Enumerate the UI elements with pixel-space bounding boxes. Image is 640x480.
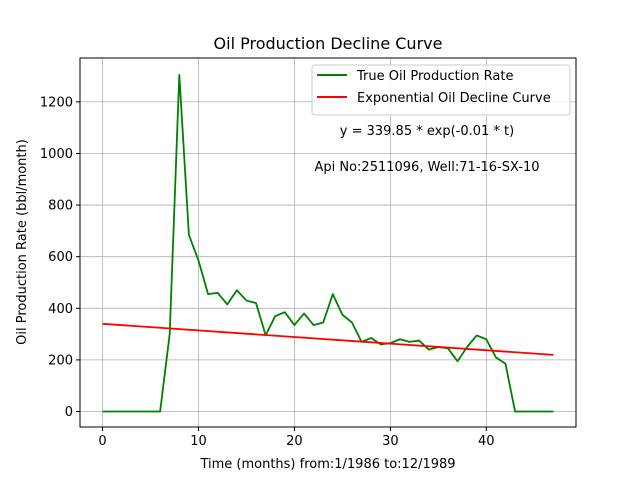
grid-layer	[80, 58, 576, 427]
plot-frame	[79, 57, 577, 428]
annotation-equation: y = 339.85 * exp(-0.01 * t)	[340, 124, 514, 139]
legend-label-true-rate: True Oil Production Rate	[356, 69, 513, 84]
series-layer	[102, 73, 554, 413]
x-tick-label: 20	[286, 434, 303, 449]
chart-title: Oil Production Decline Curve	[214, 34, 443, 53]
x-tick-label: 40	[478, 434, 495, 449]
x-tick-label: 0	[98, 434, 106, 449]
series-line-true-rate	[102, 73, 554, 413]
x-axis-label: Time (months) from:1/1986 to:12/1989	[199, 457, 455, 472]
y-tick-label: 1000	[40, 147, 73, 162]
legend-box	[311, 64, 571, 116]
x-tick-label: 10	[190, 434, 207, 449]
y-axis-label: Oil Production Rate (bbl/month)	[15, 139, 30, 345]
series-line-decline-curve	[102, 322, 554, 356]
y-tick-label: 200	[48, 353, 73, 368]
y-tick-label: 800	[48, 199, 73, 214]
y-tick-label: 600	[48, 250, 73, 265]
x-tick-label: 30	[382, 434, 399, 449]
y-tick-label: 400	[48, 302, 73, 317]
y-tick-label: 0	[65, 405, 73, 420]
y-tick-label: 1200	[40, 95, 73, 110]
legend-label-decline-curve: Exponential Oil Decline Curve	[357, 91, 551, 106]
annotation-well: Api No:2511096, Well:71-16-SX-10	[314, 160, 539, 175]
legend: True Oil Production Rate Exponential Oil…	[311, 64, 571, 116]
